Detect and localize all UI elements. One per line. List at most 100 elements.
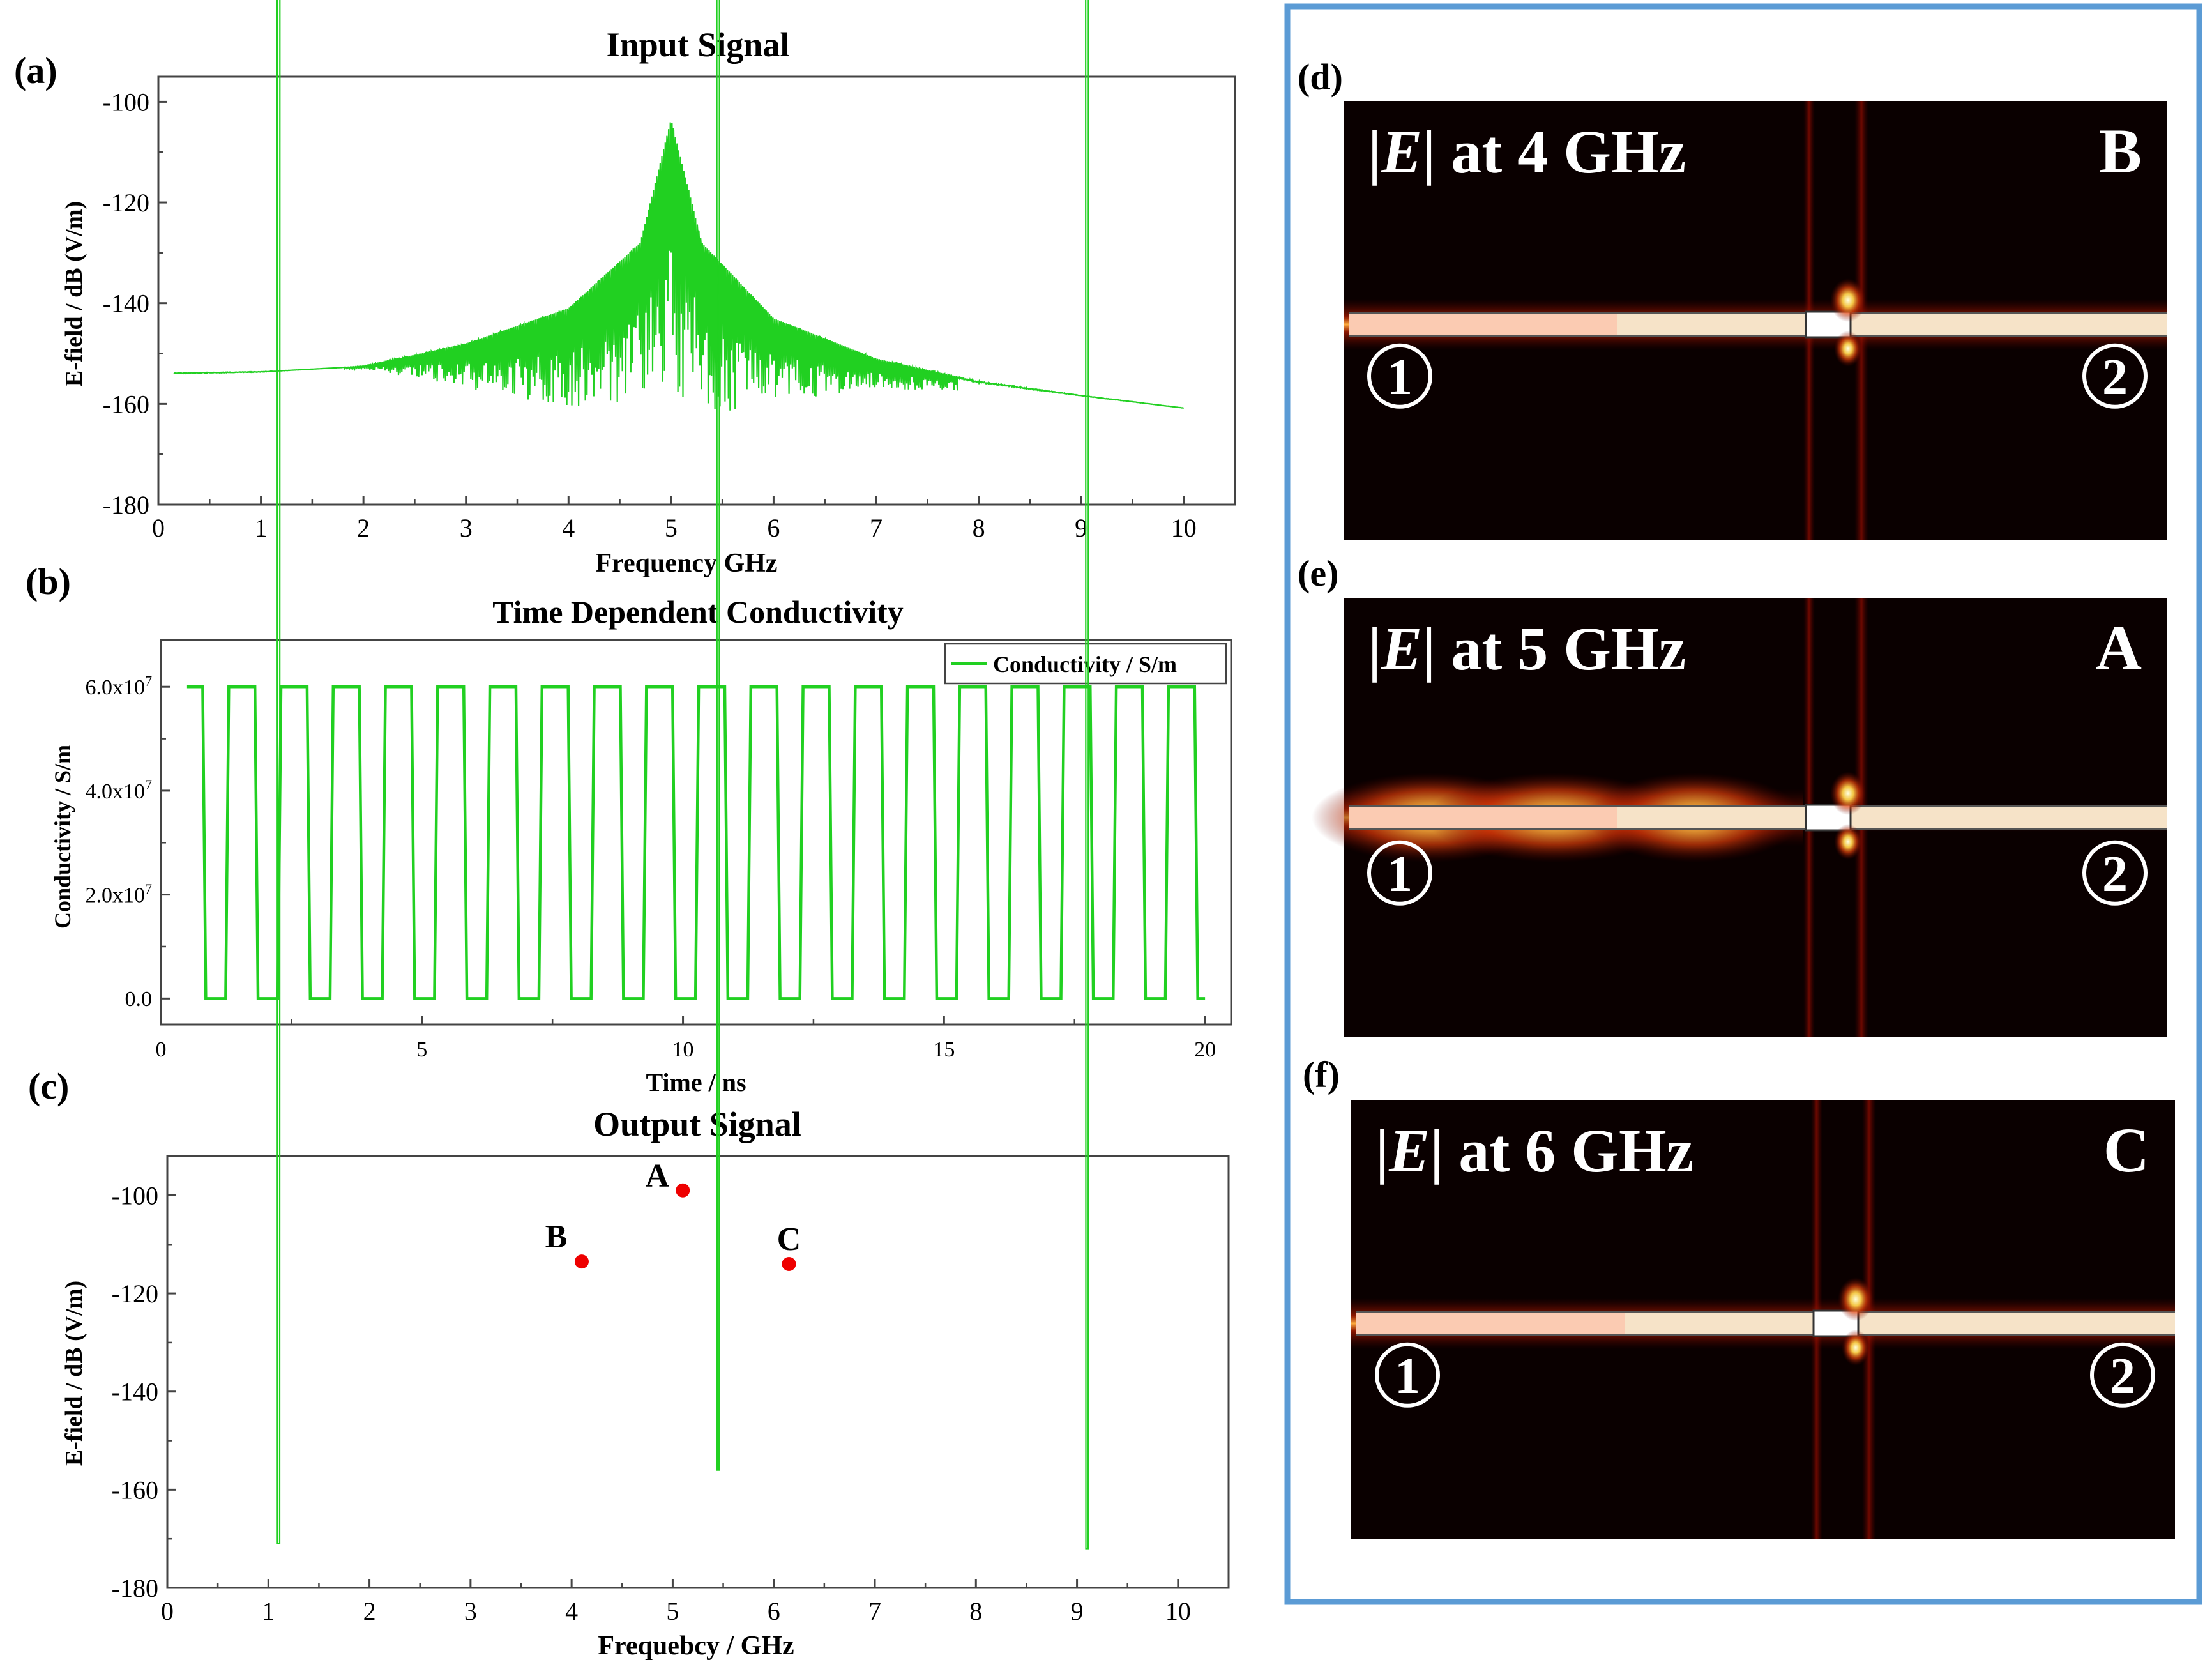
- field-corner-label: A: [2096, 613, 2142, 683]
- x-tick-label: 5: [666, 1597, 679, 1626]
- gap-hotspot: [1838, 1277, 1874, 1321]
- y-axis-label: Conductivity / S/m: [50, 745, 75, 929]
- panel-label-d: (d): [1298, 56, 1343, 98]
- x-axis-label: Frequency GHz: [595, 549, 777, 578]
- y-tick-label: 2.0x107: [85, 881, 152, 908]
- field-title: |E| at 5 GHz: [1368, 614, 1686, 683]
- y-tick-label: 6.0x107: [85, 673, 152, 700]
- x-axis: 0 1 2 3 4 5 6 7 8 9 10: [161, 1579, 1191, 1626]
- y-tick-label: -120: [112, 1279, 158, 1308]
- x-tick-label: 1: [255, 514, 268, 542]
- field-panels-frame: [1284, 3, 2202, 1605]
- x-tick-label: 9: [1071, 1597, 1084, 1626]
- field-title: |E| at 4 GHz: [1368, 118, 1686, 186]
- x-axis-label: Time / ns: [646, 1068, 746, 1097]
- series-line: [173, 122, 1184, 411]
- field-map-5ghz: |E| at 5 GHz A 1 2: [1312, 598, 2167, 1037]
- y-axis: -100 -120 -140 -160 -180: [112, 1181, 176, 1603]
- x-tick-label: 0: [156, 1038, 167, 1062]
- waveguide-hot: [1356, 1312, 1625, 1335]
- x-tick-label: 5: [416, 1038, 427, 1062]
- port-2-label: 2: [2102, 846, 2128, 903]
- port-2-ring: [2082, 343, 2148, 409]
- x-tick-label: 10: [1171, 514, 1197, 542]
- port-2-ring: [2090, 1342, 2155, 1408]
- marker-label-A: A: [645, 1158, 669, 1194]
- x-axis-label: Frequebcy / GHz: [598, 1631, 794, 1661]
- x-tick-label: 2: [357, 514, 370, 542]
- x-tick-label: 20: [1194, 1038, 1216, 1062]
- y-tick-label: -160: [112, 1475, 158, 1504]
- chart-title: Input Signal: [607, 26, 790, 64]
- field-corner-label: B: [2099, 116, 2142, 187]
- x-tick-label: 6: [767, 514, 780, 542]
- y-tick-label: -100: [112, 1181, 158, 1210]
- gap-hotspot: [1834, 824, 1862, 860]
- panel-label-a: (a): [14, 50, 57, 91]
- x-tick-label: 0: [161, 1597, 174, 1626]
- y-tick-label: -140: [103, 289, 149, 318]
- x-tick-label: 4: [565, 1597, 578, 1626]
- x-tick-label: 1: [262, 1597, 275, 1626]
- conductivity-chart: (b) Time Dependent Conductivity 0 5 10 15 20…: [26, 561, 1232, 1097]
- plot-frame: [166, 1155, 1230, 1589]
- y-tick-label: 4.0x107: [85, 777, 152, 804]
- x-tick-label: 3: [464, 1597, 477, 1626]
- y-axis-label: E-field / dB (V/m): [61, 201, 87, 386]
- chart-title: Output Signal: [593, 1105, 801, 1143]
- y-tick-label: -120: [103, 188, 149, 217]
- markers: A B C: [545, 1158, 801, 1271]
- x-tick-label: 3: [460, 514, 473, 542]
- x-tick-label: 15: [933, 1038, 955, 1062]
- y-tick-label: 0.0: [125, 987, 153, 1011]
- x-tick-label: 5: [665, 514, 678, 542]
- field-title: |E| at 6 GHz: [1375, 1116, 1693, 1185]
- port-2-label: 2: [2110, 1348, 2135, 1405]
- port-1-label: 1: [1395, 1348, 1420, 1405]
- marker-B: [574, 1254, 589, 1269]
- field-map-4ghz: |E| at 4 GHz B 1 2: [1344, 101, 2167, 540]
- marker-C: [782, 1257, 796, 1271]
- x-axis: 0 5 10 15 20: [156, 1016, 1216, 1062]
- y-tick-label: -100: [103, 88, 149, 116]
- y-axis-label: E-field / dB (V/m): [61, 1281, 87, 1466]
- port-1-label: 1: [1387, 349, 1413, 406]
- y-tick-label: -180: [103, 491, 149, 519]
- port-1-ring: [1367, 840, 1432, 906]
- x-axis: 0 1 2 3 4 5 6 7 8 9 10: [152, 496, 1197, 542]
- port-1-ring: [1367, 343, 1432, 409]
- y-axis: 0.0 2.0x107 4.0x107 6.0x107: [85, 673, 170, 1011]
- x-tick-label: 7: [868, 1597, 881, 1626]
- port-1-label: 1: [1387, 846, 1413, 903]
- x-tick-label: 0: [152, 514, 165, 542]
- series-line: [186, 685, 1206, 1000]
- marker-label-B: B: [545, 1219, 568, 1255]
- y-tick-label: -140: [112, 1378, 158, 1406]
- output-signal-chart: (c) Output Signal 0 1 2 3 4 5 6 7 8 9 10 -100-120-…: [28, 0, 1230, 1661]
- waveguide-hot: [1349, 806, 1617, 829]
- x-tick-label: 4: [562, 514, 575, 542]
- x-tick-label: 2: [363, 1597, 376, 1626]
- gap-hotspot: [1830, 278, 1866, 322]
- x-tick-label: 6: [768, 1597, 780, 1626]
- waveguide-hot: [1349, 313, 1617, 336]
- panel-label-c: (c): [28, 1065, 69, 1107]
- x-tick-label: 9: [1075, 514, 1087, 542]
- x-tick-label: 10: [1165, 1597, 1191, 1626]
- port-2-label: 2: [2102, 349, 2128, 406]
- port-1-ring: [1375, 1342, 1440, 1408]
- marker-A: [676, 1183, 690, 1198]
- chart-title: Time Dependent Conductivity: [492, 594, 904, 630]
- field-map-6ghz: |E| at 6 GHz C 1 2: [1351, 1100, 2175, 1539]
- field-corner-label: C: [2103, 1115, 2149, 1185]
- x-tick-label: 8: [969, 1597, 982, 1626]
- plot-frame: [160, 639, 1232, 1026]
- y-tick-label: -180: [112, 1574, 158, 1603]
- x-tick-label: 10: [672, 1038, 694, 1062]
- port-2-ring: [2082, 840, 2148, 906]
- x-tick-label: 7: [870, 514, 883, 542]
- legend-label: Conductivity / S/m: [993, 651, 1177, 677]
- y-axis: -100 -120 -140 -160 -180: [103, 88, 167, 519]
- panel-label-e: (e): [1298, 552, 1338, 594]
